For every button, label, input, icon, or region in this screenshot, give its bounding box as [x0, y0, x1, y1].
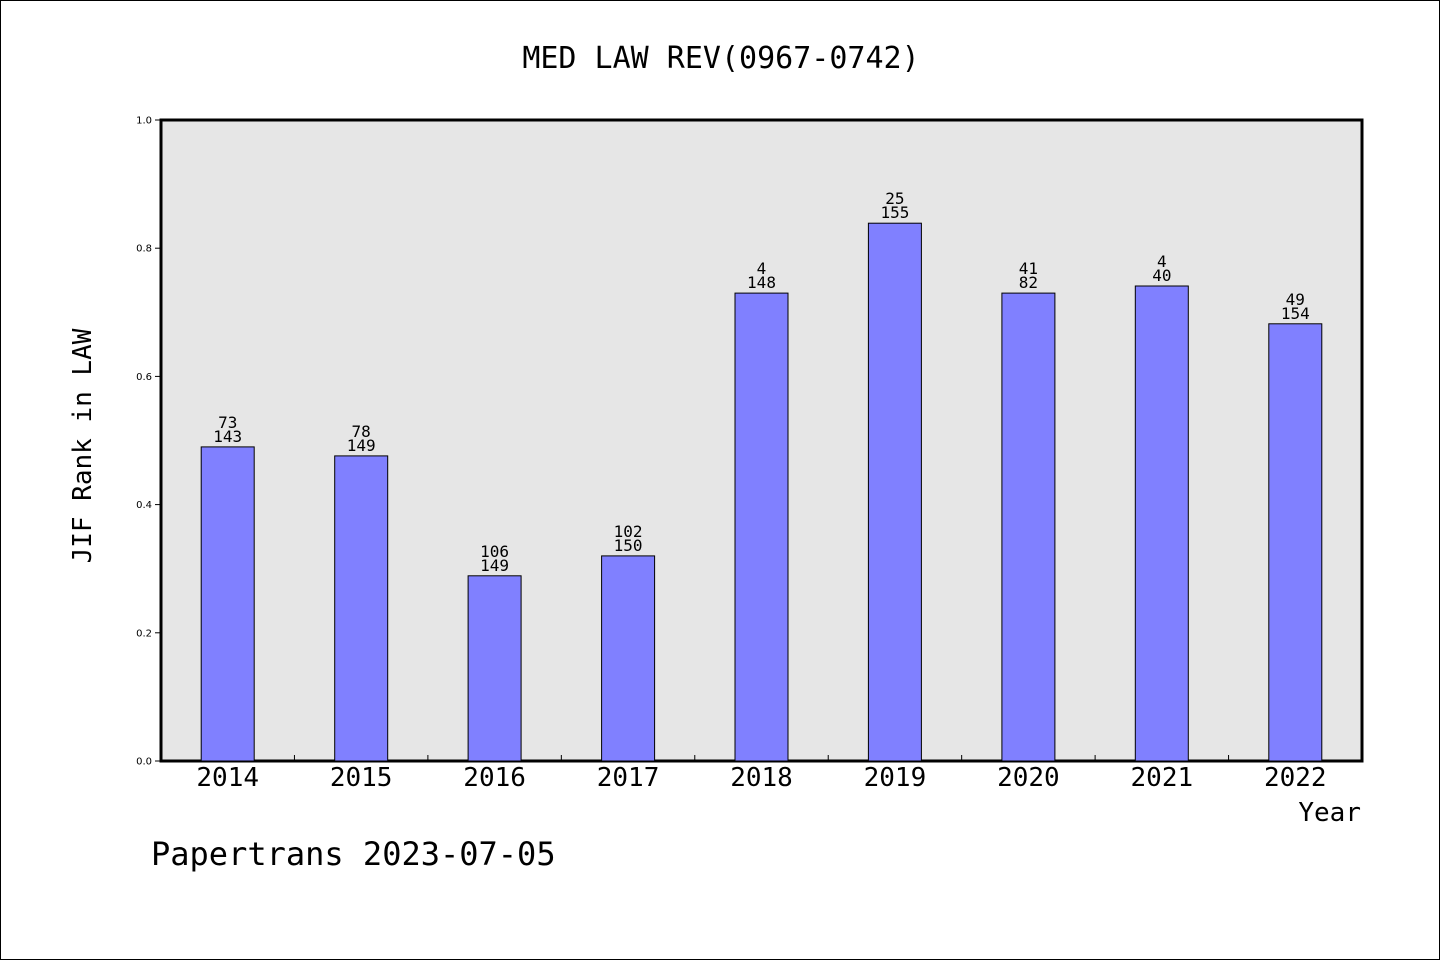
data-label-total: 148 — [747, 273, 776, 292]
bar-2016 — [467, 575, 522, 762]
x-tick-label: 2019 — [864, 763, 927, 793]
data-label-total: 40 — [1152, 266, 1171, 285]
bar-2017 — [601, 555, 656, 762]
x-tick-label: 2020 — [997, 763, 1060, 793]
y-axis-label: JIF Rank in LAW — [68, 328, 98, 563]
footer-credit: Papertrans 2023-07-05 — [151, 835, 556, 873]
bar-2015 — [334, 455, 389, 762]
y-tick-label: 0.6 — [136, 372, 152, 383]
y-tick-label: 1.0 — [136, 116, 152, 127]
y-tick-label: 0.8 — [136, 244, 152, 255]
data-label-rank: 78 — [352, 422, 371, 441]
x-tick-label: 2017 — [597, 763, 660, 793]
y-tick-label: 0.4 — [136, 500, 152, 511]
data-label-rank: 25 — [885, 189, 904, 208]
data-label-rank: 4 — [1157, 252, 1167, 271]
data-label-rank: 4 — [757, 259, 767, 278]
data-label-total: 154 — [1281, 304, 1310, 323]
bar-2022 — [1268, 323, 1323, 762]
data-label-total: 155 — [880, 203, 909, 222]
x-tick-label: 2016 — [463, 763, 526, 793]
x-tick-label: 2022 — [1264, 763, 1327, 793]
data-label-total: 150 — [614, 536, 643, 555]
data-label-rank: 102 — [614, 522, 643, 541]
chart-title: MED LAW REV(0967-0742) — [522, 41, 919, 76]
bars-layer — [200, 222, 1323, 762]
bar-2018 — [734, 292, 789, 762]
bar-2021 — [1134, 285, 1189, 762]
bar-2019 — [867, 222, 922, 762]
data-label-rank: 73 — [218, 413, 237, 432]
y-tick-label: 0.2 — [136, 628, 152, 639]
data-label-rank: 106 — [480, 542, 509, 561]
bar-2014 — [200, 446, 255, 762]
y-tick-label: 0.0 — [136, 757, 152, 768]
data-label-total: 149 — [480, 556, 509, 575]
bar-2020 — [1001, 292, 1056, 762]
x-axis-label: Year — [1298, 798, 1361, 828]
data-label-total: 143 — [213, 427, 242, 446]
data-label-rank: 41 — [1019, 259, 1038, 278]
data-label-rank: 49 — [1286, 290, 1305, 309]
data-label-total: 149 — [347, 436, 376, 455]
x-axis: 2014 2015 2016 2017 2018 2019 2020 2021 2022 — [196, 755, 1327, 793]
x-tick-label: 2018 — [730, 763, 793, 793]
data-label-total: 82 — [1019, 273, 1038, 292]
y-axis: 0.0 0.2 0.4 0.6 0.8 1.0 — [136, 116, 161, 768]
x-tick-label: 2014 — [196, 763, 259, 793]
x-tick-label: 2015 — [330, 763, 393, 793]
x-tick-label: 2021 — [1131, 763, 1194, 793]
